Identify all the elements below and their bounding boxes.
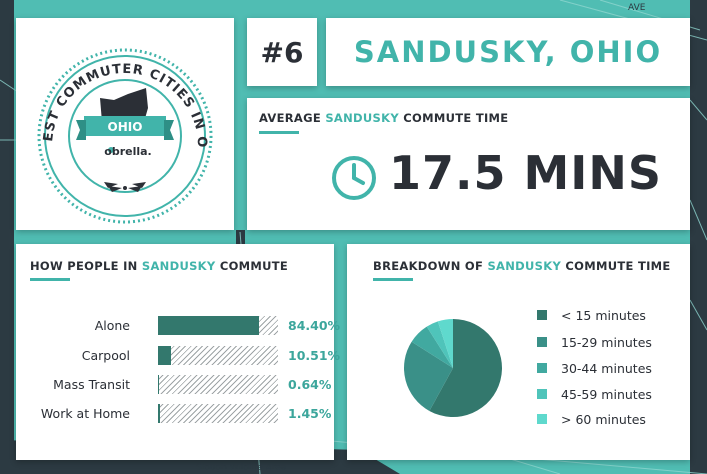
state-ribbon <box>84 116 166 136</box>
legend-label: 45-59 minutes <box>561 386 652 402</box>
mode-bar-fill <box>158 375 159 394</box>
rank-card: #6 <box>247 18 317 86</box>
legend-item: 45-59 minutes <box>537 386 652 402</box>
badge-state-label: OHIO <box>108 120 143 134</box>
water-area-left <box>0 0 14 474</box>
badge-brand: obrella. <box>104 145 151 158</box>
mode-bar <box>158 346 278 365</box>
breakdown-heading: BREAKDOWN OF SANDUSKY COMMUTE TIME <box>373 259 671 273</box>
legend-item: > 60 minutes <box>537 411 646 427</box>
average-commute-card: AVERAGE SANDUSKY COMMUTE TIME 17.5 MINS <box>247 98 690 230</box>
city-title-card: SANDUSKY, OHIO <box>326 18 690 86</box>
badge-card: 40 BEST COMMUTER CITIES IN OHIO OHIO obr… <box>10 7 234 230</box>
mode-bar <box>158 375 278 394</box>
mode-value: 0.64% <box>288 377 332 392</box>
rank-number: #6 <box>260 35 304 69</box>
legend-swatch <box>537 310 547 320</box>
commute-time-pie-chart <box>404 319 502 417</box>
mode-label: Mass Transit <box>53 377 130 392</box>
mode-bar <box>158 316 278 335</box>
mode-bar-fill <box>158 316 260 335</box>
pie-slice-3 <box>426 321 453 368</box>
laurel-icon <box>104 182 146 192</box>
mode-value: 10.51% <box>288 348 341 363</box>
heading-underline <box>259 131 299 134</box>
brand-dot-icon <box>108 147 114 153</box>
legend-item: 15-29 minutes <box>537 334 652 350</box>
average-heading: AVERAGE SANDUSKY COMMUTE TIME <box>259 111 509 125</box>
legend-item: < 15 minutes <box>537 307 646 323</box>
average-commute-value: 17.5 MINS <box>389 146 663 200</box>
mode-bar <box>158 404 278 423</box>
mode-value: 1.45% <box>288 406 332 421</box>
city-title: SANDUSKY, OHIO <box>353 35 663 69</box>
mode-label: Carpool <box>81 348 130 363</box>
mode-bar-fill <box>158 346 171 365</box>
legend-label: > 60 minutes <box>561 411 646 427</box>
water-area-right <box>690 0 707 474</box>
pie-slice-4 <box>437 319 453 368</box>
mode-value: 84.40% <box>288 318 341 333</box>
commute-modes-card: HOW PEOPLE IN SANDUSKY COMMUTE Alone 84.… <box>16 244 340 460</box>
mode-bar-fill <box>158 404 160 423</box>
map-label-wildlife-area: Slough Wildlife Area <box>196 463 286 473</box>
legend-swatch <box>537 363 547 373</box>
commute-modes-heading: HOW PEOPLE IN SANDUSKY COMMUTE <box>30 259 289 273</box>
commute-breakdown-card: BREAKDOWN OF SANDUSKY COMMUTE TIME < 15 … <box>347 244 690 460</box>
legend-swatch <box>537 337 547 347</box>
map-label-avenue: AVE <box>628 3 646 13</box>
pie-slice-2 <box>411 326 453 368</box>
best-cities-badge: 40 BEST COMMUTER CITIES IN OHIO OHIO obr… <box>10 7 213 224</box>
legend-label: 15-29 minutes <box>561 334 652 350</box>
clock-icon <box>332 156 376 200</box>
pie-slice-1 <box>404 341 453 411</box>
legend-label: < 15 minutes <box>561 307 646 323</box>
mode-label: Work at Home <box>40 406 130 421</box>
legend-item: 30-44 minutes <box>537 360 652 376</box>
legend-label: 30-44 minutes <box>561 360 652 376</box>
legend-swatch <box>537 414 547 424</box>
heading-underline <box>30 278 70 281</box>
mode-label: Alone <box>94 318 130 333</box>
legend-swatch <box>537 389 547 399</box>
pie-slice-0 <box>429 319 502 417</box>
heading-underline <box>373 278 413 281</box>
